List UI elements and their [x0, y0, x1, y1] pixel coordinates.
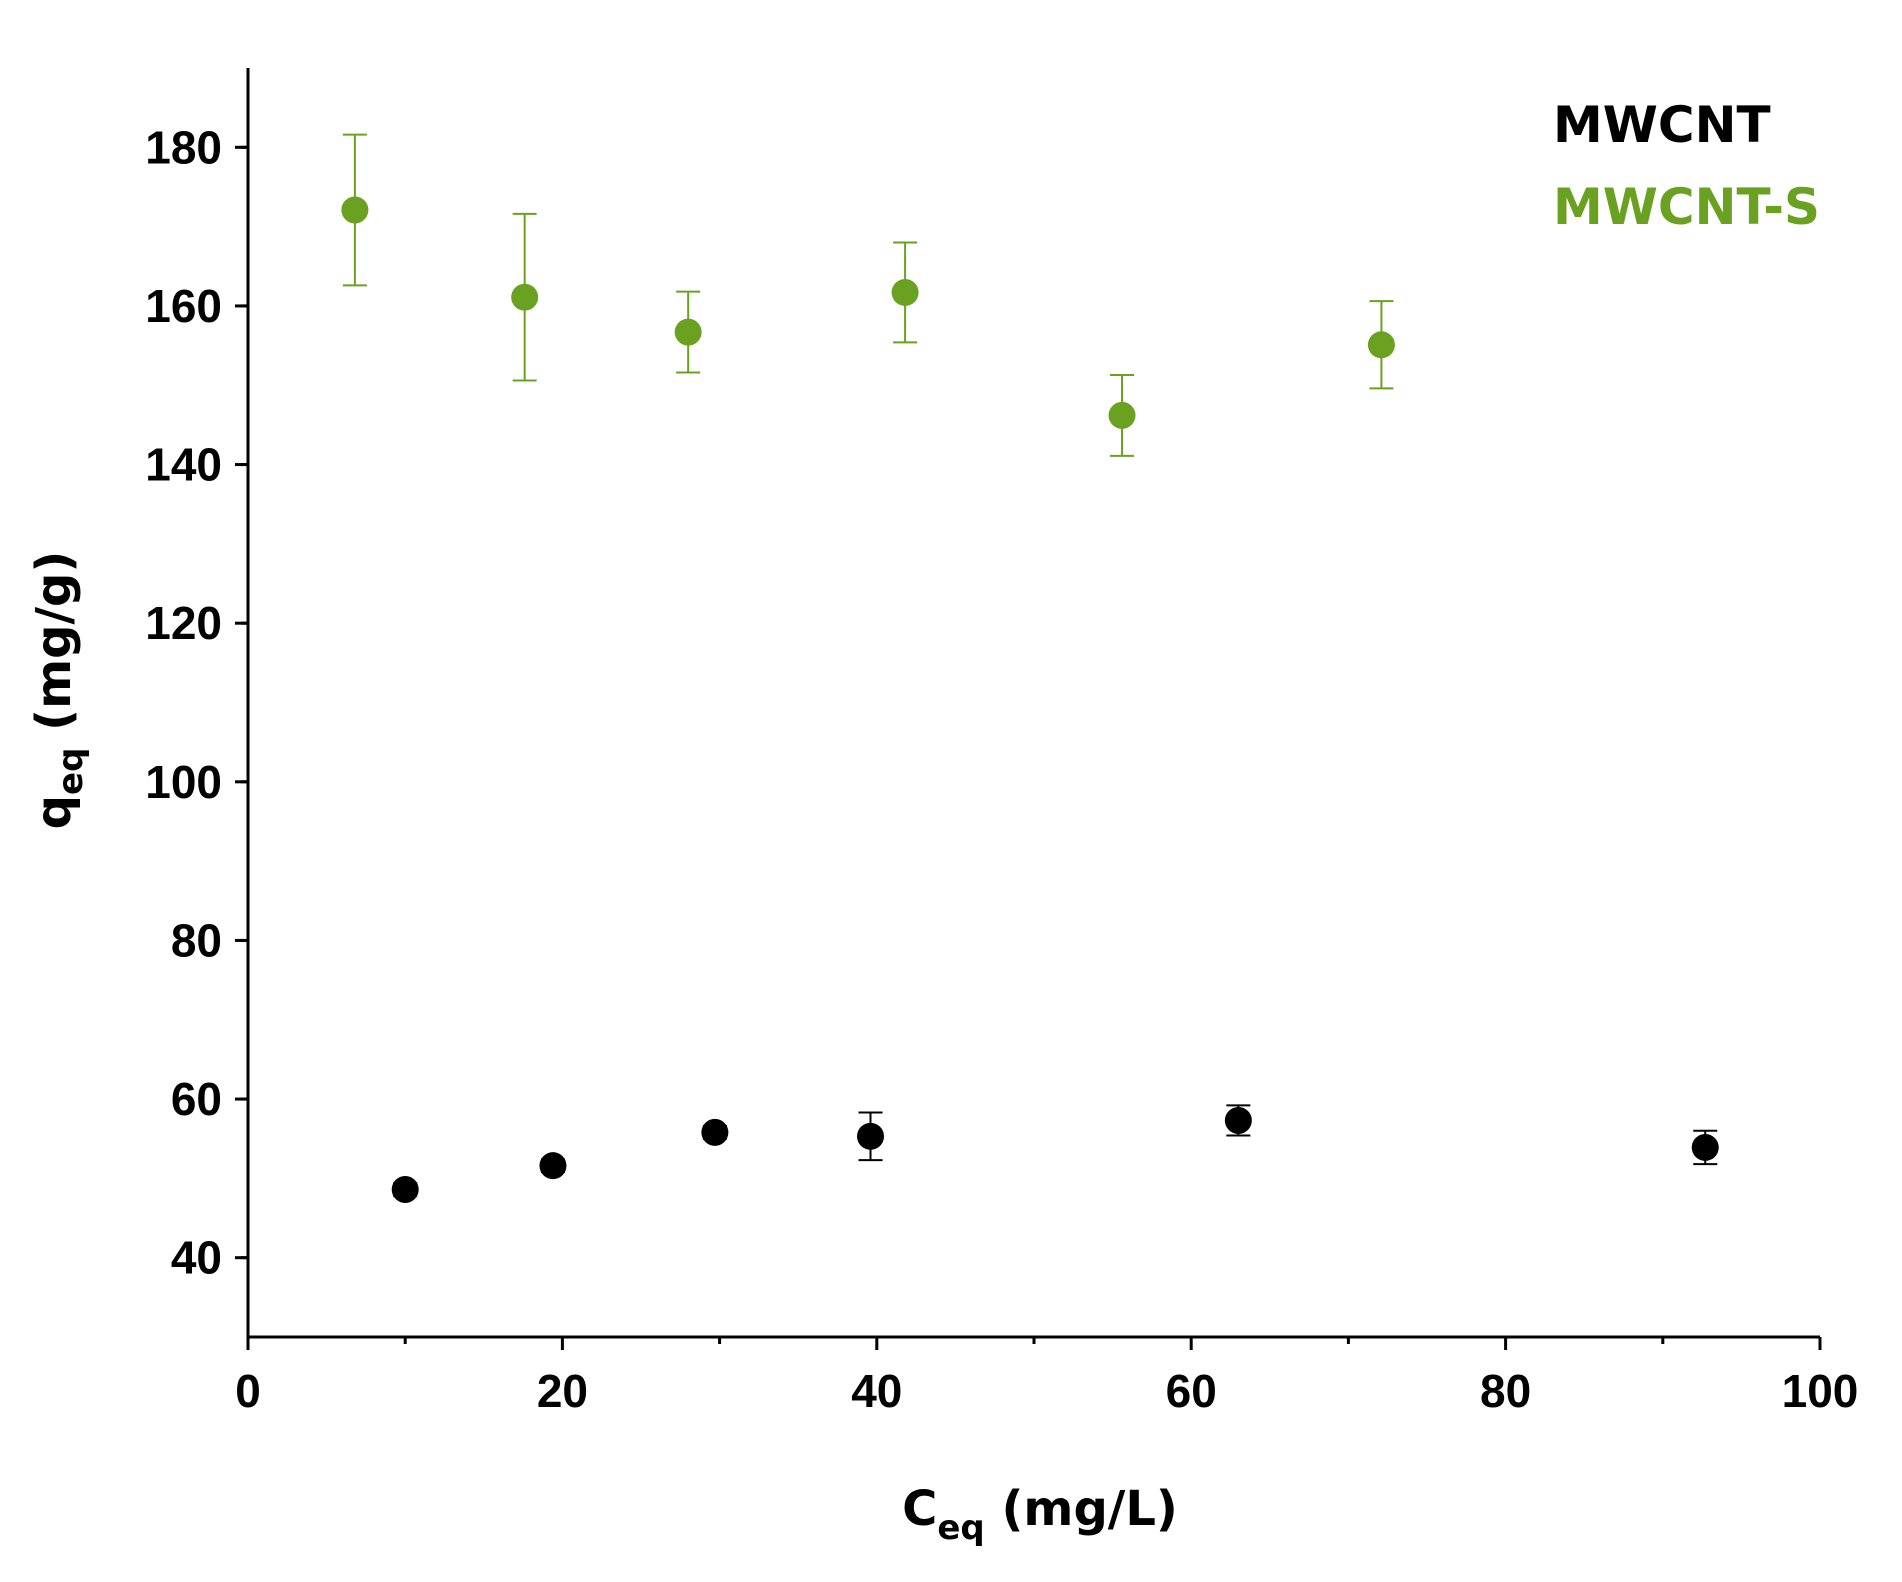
data-point: [891, 278, 919, 306]
x-tick-label: 0: [235, 1365, 261, 1417]
y-tick-label: 180: [145, 121, 222, 173]
x-tick-label: 100: [1782, 1365, 1859, 1417]
series-mwcnt: [391, 1104, 1719, 1203]
data-point: [1108, 401, 1136, 429]
data-point: [674, 318, 702, 346]
data-point: [391, 1175, 419, 1203]
x-tick-label: 80: [1480, 1365, 1531, 1417]
y-axis-title-unit: (mg/g): [26, 551, 82, 748]
legend-entry: MWCNT-S: [1553, 178, 1820, 236]
y-tick-label: 60: [171, 1073, 222, 1125]
legend: MWCNT MWCNT-S: [1553, 96, 1820, 236]
y-tick-label: 100: [145, 756, 222, 808]
axes: 40 60 80 100 120 140 160 180 0 20 40 60 80 100: [145, 68, 1858, 1417]
x-tick-label: 60: [1166, 1365, 1217, 1417]
legend-entry: MWCNT: [1553, 96, 1771, 154]
series-mwcnt-s: [341, 133, 1395, 457]
y-tick-label: 120: [145, 597, 222, 649]
y-axis-title-main: q: [26, 795, 82, 829]
x-tick-label: 20: [537, 1365, 588, 1417]
y-tick-label: 80: [171, 914, 222, 966]
data-point: [341, 196, 369, 224]
plot-area: [341, 133, 1719, 1203]
y-tick-label: 160: [145, 280, 222, 332]
x-axis-title-sub: eq: [937, 1508, 984, 1548]
x-axis-title-main: C: [902, 1481, 937, 1537]
y-tick-label: 40: [171, 1232, 222, 1284]
data-point: [1691, 1133, 1719, 1161]
data-point: [1224, 1106, 1252, 1134]
data-point: [539, 1152, 567, 1180]
x-axis-title-unit: (mg/L): [985, 1481, 1178, 1537]
y-tick-label: 140: [145, 439, 222, 491]
x-tick-label: 40: [851, 1365, 902, 1417]
data-point: [857, 1122, 885, 1150]
svg-text:qeq (mg/g): qeq (mg/g): [26, 551, 91, 830]
data-point: [701, 1118, 729, 1146]
data-point: [511, 283, 539, 311]
data-point: [1367, 331, 1395, 359]
svg-text:Ceq (mg/L): Ceq (mg/L): [902, 1481, 1178, 1548]
x-axis-title: Ceq (mg/L): [902, 1481, 1178, 1548]
y-axis-title-sub: eq: [51, 748, 91, 795]
y-axis-title: qeq (mg/g): [26, 551, 91, 830]
